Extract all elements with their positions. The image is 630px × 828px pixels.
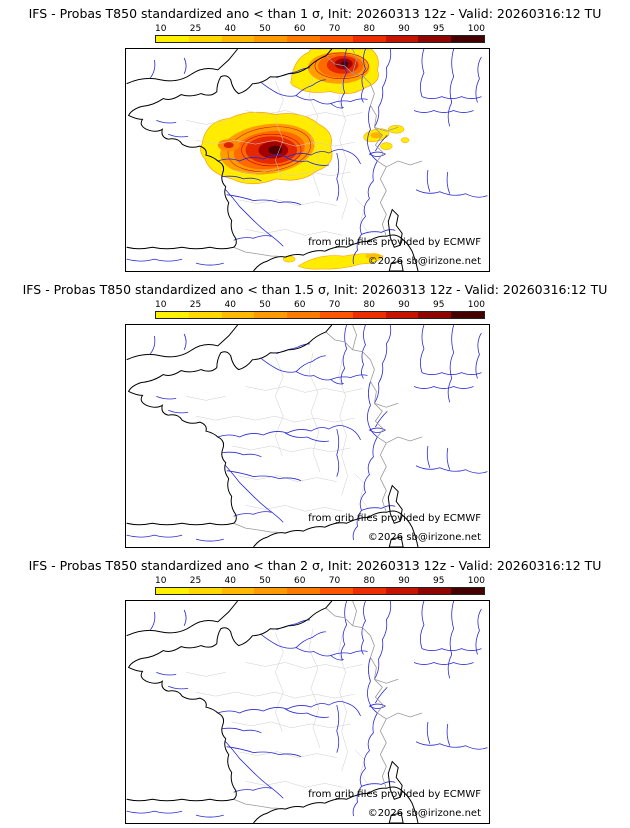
panel-title: IFS - Probas T850 standardized ano < tha… — [28, 558, 602, 573]
map-france-1-sigma: from grib files provided by ECMWF ©2026 … — [125, 48, 490, 272]
colorbar-tick: 90 — [398, 24, 410, 34]
colorbar-tick: 90 — [398, 576, 410, 586]
colorbar-tick: 100 — [467, 300, 485, 310]
colorbar-tick: 80 — [363, 24, 375, 34]
map-france-2-sigma: from grib files provided by ECMWF ©2026 … — [125, 600, 490, 824]
colorbar-tick: 70 — [328, 300, 341, 310]
colorbar-tick: 100 — [467, 576, 485, 586]
copyright-text: ©2026 sb@irizone.net — [367, 532, 481, 543]
colorbar-gradient — [155, 311, 485, 319]
colorbar-ticks: 10 25 40 50 60 70 80 90 95 100 — [155, 24, 485, 34]
colorbar-tick: 80 — [363, 300, 375, 310]
colorbar-tick: 40 — [224, 576, 236, 586]
colorbar-tick: 25 — [189, 300, 202, 310]
colorbar-tick: 40 — [224, 24, 236, 34]
colorbar: 10 25 40 50 60 70 80 90 95 100 — [155, 576, 485, 595]
colorbar-tick: 10 — [155, 24, 167, 34]
colorbar-tick: 10 — [155, 576, 167, 586]
panel-threshold-1-sigma: IFS - Probas T850 standardized ano < tha… — [0, 0, 630, 276]
colorbar-tick: 50 — [259, 576, 271, 586]
colorbar-tick: 50 — [259, 24, 271, 34]
colorbar-gradient — [155, 587, 485, 595]
copyright-text: ©2026 sb@irizone.net — [367, 808, 481, 819]
attribution-text: from grib files provided by ECMWF — [308, 789, 481, 800]
colorbar-tick: 80 — [363, 576, 375, 586]
colorbar-ticks: 10 25 40 50 60 70 80 90 95 100 — [155, 300, 485, 310]
colorbar-tick: 95 — [433, 24, 445, 34]
colorbar-tick: 70 — [328, 24, 341, 34]
colorbar-ticks: 10 25 40 50 60 70 80 90 95 100 — [155, 576, 485, 586]
colorbar-tick: 10 — [155, 300, 167, 310]
colorbar-tick: 60 — [294, 24, 306, 34]
colorbar-tick: 95 — [433, 300, 445, 310]
attribution-text: from grib files provided by ECMWF — [308, 513, 481, 524]
copyright-text: ©2026 sb@irizone.net — [367, 256, 481, 267]
colorbar-tick: 90 — [398, 300, 410, 310]
colorbar-tick: 25 — [189, 576, 202, 586]
panel-threshold-1-5-sigma: IFS - Probas T850 standardized ano < tha… — [0, 276, 630, 552]
colorbar-tick: 25 — [189, 24, 202, 34]
colorbar-tick: 60 — [294, 576, 306, 586]
colorbar-tick: 95 — [433, 576, 445, 586]
colorbar-tick: 40 — [224, 300, 236, 310]
colorbar-tick: 60 — [294, 300, 306, 310]
colorbar-gradient — [155, 35, 485, 43]
panel-title: IFS - Probas T850 standardized ano < tha… — [22, 282, 608, 297]
map-france-1-5-sigma: from grib files provided by ECMWF ©2026 … — [125, 324, 490, 548]
panel-threshold-2-sigma: IFS - Probas T850 standardized ano < tha… — [0, 552, 630, 828]
attribution-text: from grib files provided by ECMWF — [308, 237, 481, 248]
colorbar-tick: 50 — [259, 300, 271, 310]
panel-title: IFS - Probas T850 standardized ano < tha… — [28, 6, 602, 21]
colorbar: 10 25 40 50 60 70 80 90 95 100 — [155, 24, 485, 43]
colorbar-tick: 70 — [328, 576, 341, 586]
colorbar: 10 25 40 50 60 70 80 90 95 100 — [155, 300, 485, 319]
colorbar-tick: 100 — [467, 24, 485, 34]
